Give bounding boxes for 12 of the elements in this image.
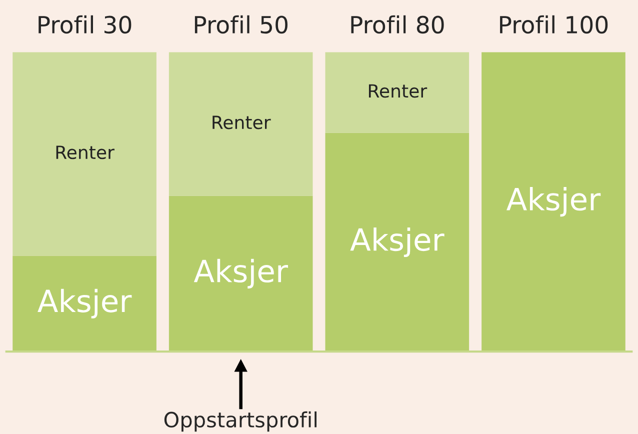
- text: Oppstartsprofil: [164, 411, 316, 432]
- series-label: Renter: [368, 84, 428, 98]
- text: Aksjer: [194, 258, 288, 288]
- text: Aksjer: [350, 227, 444, 258]
- text: Renter: [56, 146, 114, 160]
- x-tick-label: Profil 80: [351, 15, 444, 34]
- x-tick-label: Profil 30: [38, 15, 132, 34]
- series-label: Aksjer: [38, 288, 132, 318]
- x-tick-label: Profil 100: [500, 15, 608, 34]
- x-tick-label: Profil 50: [194, 15, 288, 34]
- text: Aksjer: [506, 187, 601, 217]
- text: Renter: [212, 116, 271, 130]
